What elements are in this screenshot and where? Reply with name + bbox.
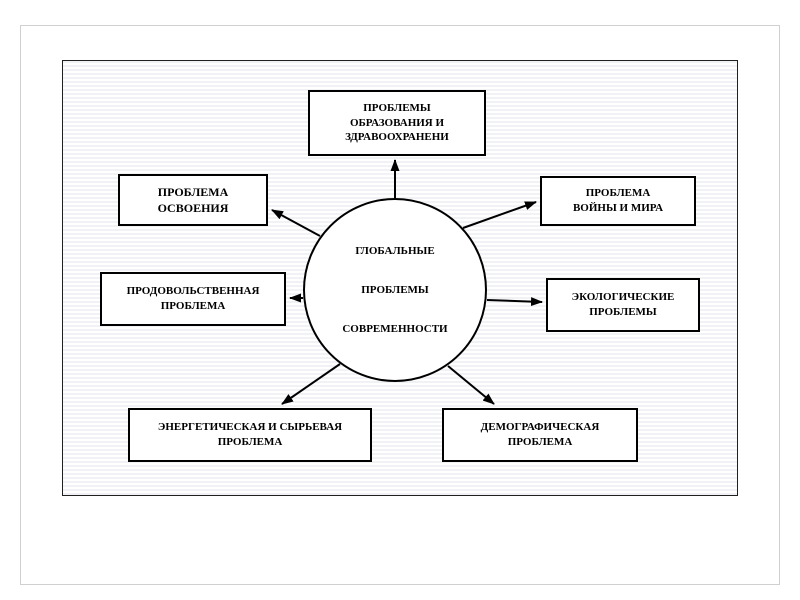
node-space-l1: ОСВОЕНИЯ bbox=[158, 200, 229, 216]
node-ecology-l0: ЭКОЛОГИЧЕСКИЕ bbox=[572, 290, 675, 305]
node-war-peace: ПРОБЛЕМА ВОЙНЫ И МИРА bbox=[540, 176, 696, 226]
node-food-l1: ПРОБЛЕМА bbox=[161, 299, 226, 314]
node-energy-l1: ПРОБЛЕМА bbox=[218, 435, 283, 450]
node-education-l2: ЗДРАВООХРАНЕНИ bbox=[345, 130, 449, 145]
node-space-l0: ПРОБЛЕМА bbox=[158, 184, 229, 200]
node-war-peace-l0: ПРОБЛЕМА bbox=[586, 186, 651, 201]
node-space: ПРОБЛЕМА ОСВОЕНИЯ bbox=[118, 174, 268, 226]
node-ecology-l1: ПРОБЛЕМЫ bbox=[589, 305, 656, 320]
node-energy-l0: ЭНЕРГЕТИЧЕСКАЯ И СЫРЬЕВАЯ bbox=[158, 420, 342, 435]
center-line-1: ПРОБЛЕМЫ bbox=[361, 284, 428, 296]
center-line-2: СОВРЕМЕННОСТИ bbox=[342, 323, 447, 335]
node-energy: ЭНЕРГЕТИЧЕСКАЯ И СЫРЬЕВАЯ ПРОБЛЕМА bbox=[128, 408, 372, 462]
node-education-l1: ОБРАЗОВАНИЯ И bbox=[350, 116, 444, 131]
node-war-peace-l1: ВОЙНЫ И МИРА bbox=[573, 201, 663, 216]
node-education: ПРОБЛЕМЫ ОБРАЗОВАНИЯ И ЗДРАВООХРАНЕНИ bbox=[308, 90, 486, 156]
node-food: ПРОДОВОЛЬСТВЕННАЯ ПРОБЛЕМА bbox=[100, 272, 286, 326]
node-food-l0: ПРОДОВОЛЬСТВЕННАЯ bbox=[127, 284, 260, 299]
node-demography-l1: ПРОБЛЕМА bbox=[508, 435, 573, 450]
center-node: ГЛОБАЛЬНЫЕ ПРОБЛЕМЫ СОВРЕМЕННОСТИ bbox=[303, 198, 487, 382]
node-education-l0: ПРОБЛЕМЫ bbox=[363, 101, 430, 116]
center-line-0: ГЛОБАЛЬНЫЕ bbox=[355, 245, 434, 257]
page: ГЛОБАЛЬНЫЕ ПРОБЛЕМЫ СОВРЕМЕННОСТИ ПРОБЛЕ… bbox=[0, 0, 800, 600]
node-demography-l0: ДЕМОГРАФИЧЕСКАЯ bbox=[481, 420, 600, 435]
node-ecology: ЭКОЛОГИЧЕСКИЕ ПРОБЛЕМЫ bbox=[546, 278, 700, 332]
node-demography: ДЕМОГРАФИЧЕСКАЯ ПРОБЛЕМА bbox=[442, 408, 638, 462]
